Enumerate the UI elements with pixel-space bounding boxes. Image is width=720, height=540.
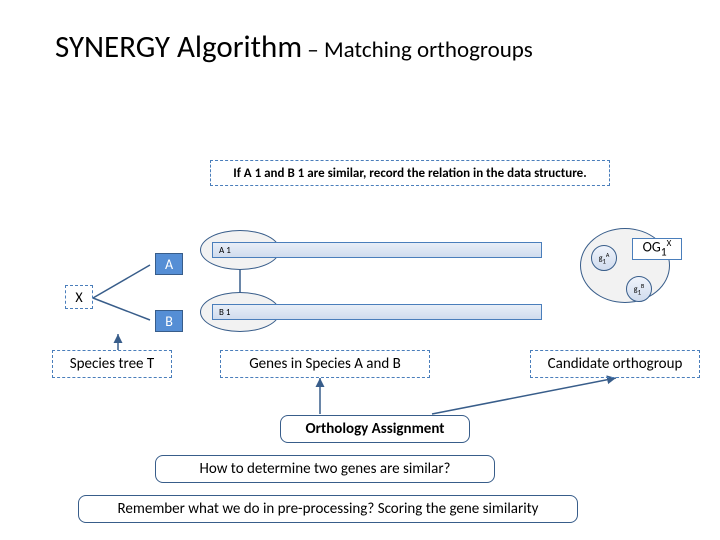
label-species-tree: Species tree T — [52, 350, 172, 378]
gene-node-g2: g1B — [626, 276, 652, 302]
label-tree-text: Species tree T — [70, 355, 154, 373]
banner-orth-text: Orthology Assignment — [306, 420, 445, 438]
label-genes: Genes in Species A and B — [220, 350, 430, 378]
instruction-box: If A 1 and B 1 are similar, record the r… — [210, 160, 610, 186]
title-sub: – Matching orthogroups — [302, 36, 533, 64]
label-cand-text: Candidate orthogroup — [548, 355, 683, 373]
gene-b-label: B 1 — [219, 307, 231, 318]
banner-how: How to determine two genes are similar? — [155, 455, 495, 483]
node-b-label: B — [165, 313, 173, 330]
g1-text: g1A — [599, 251, 610, 265]
orthogroup-label: OG1X — [632, 238, 682, 260]
tree-node-a: A — [155, 253, 183, 275]
tree-node-b: B — [155, 310, 183, 332]
banner-rem-text: Remember what we do in pre-processing? S… — [118, 500, 539, 518]
title-main: SYNERGY Algorithm — [55, 28, 302, 66]
gene-a-label: A 1 — [219, 245, 231, 256]
banner-how-text: How to determine two genes are similar? — [200, 460, 451, 478]
tree-node-x: X — [65, 285, 93, 309]
gene-bar-a: A 1 — [212, 242, 542, 258]
label-genes-text: Genes in Species A and B — [249, 355, 401, 373]
label-candidate: Candidate orthogroup — [530, 350, 700, 378]
g2-text: g1B — [634, 282, 644, 296]
species-tree: X A B — [65, 225, 180, 305]
banner-remember: Remember what we do in pre-processing? S… — [78, 495, 578, 523]
gene-bar-b: B 1 — [212, 304, 542, 320]
node-a-label: A — [165, 256, 173, 273]
og-text: OG1X — [643, 238, 672, 259]
page-title: SYNERGY Algorithm – Matching orthogroups — [55, 28, 533, 66]
banner-orthology: Orthology Assignment — [280, 415, 470, 443]
gene-node-g1: g1A — [591, 245, 617, 271]
instruction-text: If A 1 and B 1 are similar, record the r… — [233, 166, 586, 181]
node-x-label: X — [75, 289, 82, 306]
